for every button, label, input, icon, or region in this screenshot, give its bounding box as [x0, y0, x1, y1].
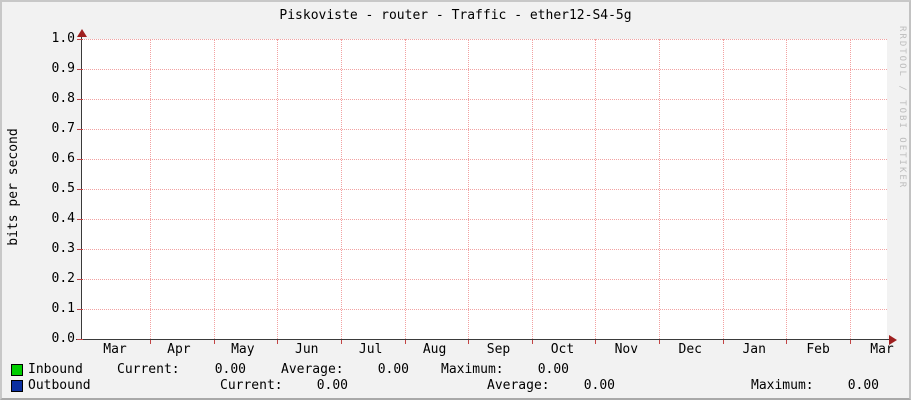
inbound-maximum-label: Maximum:: [441, 362, 504, 377]
x-tick-label: Apr: [167, 342, 191, 357]
y-tick-label: 0.2: [51, 271, 75, 286]
x-tick-label: Jul: [358, 342, 383, 357]
outbound-current-label: Current:: [220, 378, 283, 393]
outbound-maximum-label: Maximum:: [751, 378, 814, 393]
inbound-current-label: Current:: [117, 362, 180, 377]
y-tick-label: 0.0: [51, 331, 75, 346]
legend-row-inbound: Inbound Current: 0.00 Average: 0.00 Maxi…: [2, 363, 909, 378]
inbound-average-value: 0.00: [377, 362, 409, 377]
y-tick-label: 0.9: [51, 61, 75, 76]
outbound-current-value: 0.00: [316, 378, 348, 393]
inbound-current-value: 0.00: [214, 362, 246, 377]
y-tick-label: 0.6: [51, 151, 75, 166]
x-tick-label: Jan: [742, 342, 766, 357]
x-axis-arrow-icon: [889, 335, 897, 345]
x-tick-label: Dec: [678, 342, 702, 357]
outbound-swatch-icon: [11, 380, 23, 392]
graph-title: Piskoviste - router - Traffic - ether12-…: [279, 8, 632, 23]
y-axis-line: [81, 32, 82, 340]
rrdtool-watermark: RRDTOOL / TOBI OETIKER: [897, 26, 907, 190]
x-tick-label: May: [231, 342, 255, 357]
outbound-average-value: 0.00: [583, 378, 615, 393]
legend-row-outbound: Outbound Current: 0.00 Average: 0.00 Max…: [2, 379, 909, 394]
y-tick-label: 0.8: [51, 91, 75, 106]
y-tick-label: 0.4: [51, 211, 75, 226]
x-tick-label: Jun: [295, 342, 319, 357]
x-tick-label: Sep: [486, 342, 511, 357]
y-axis-label: bits per second: [6, 128, 21, 246]
y-tick-label: 0.3: [51, 241, 75, 256]
y-tick-label: 0.1: [51, 301, 75, 316]
inbound-label: Inbound: [28, 362, 83, 377]
x-tick-label: Mar: [870, 342, 894, 357]
x-tick-label: Oct: [550, 342, 575, 357]
x-tick-label: Feb: [806, 342, 830, 357]
outbound-average-label: Average:: [487, 378, 550, 393]
inbound-average-label: Average:: [281, 362, 344, 377]
y-axis-arrow-icon: [77, 29, 87, 37]
outbound-maximum-value: 0.00: [847, 378, 879, 393]
outbound-label: Outbound: [28, 378, 91, 393]
x-tick-label: Aug: [422, 342, 447, 357]
x-axis-line: [76, 339, 890, 340]
y-tick-label: 0.5: [51, 181, 75, 196]
inbound-swatch-icon: [11, 364, 23, 376]
inbound-maximum-value: 0.00: [537, 362, 569, 377]
x-tick-label: Nov: [614, 342, 639, 357]
y-tick-label: 1.0: [51, 31, 75, 46]
x-tick-label: Mar: [103, 342, 127, 357]
y-tick-label: 0.7: [51, 121, 75, 136]
